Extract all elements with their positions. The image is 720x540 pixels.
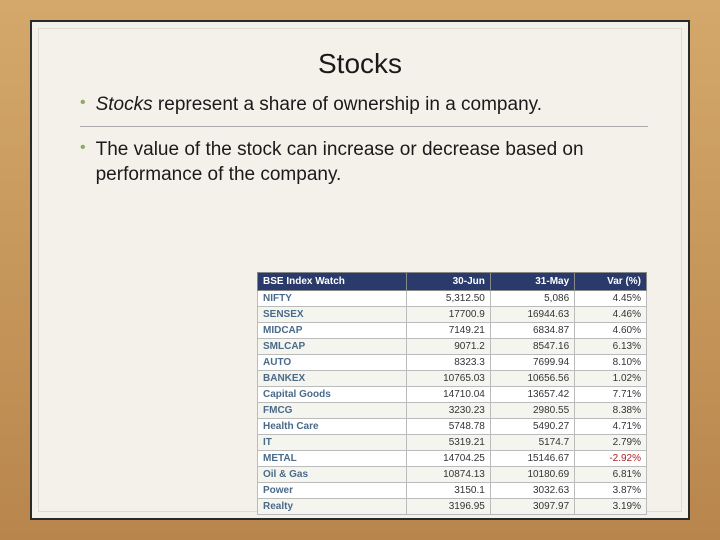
cell-30jun: 3230.23	[406, 403, 490, 419]
bullet-text: Stocks represent a share of ownership in…	[96, 92, 542, 118]
cell-31may: 6834.87	[490, 323, 574, 339]
col-30jun: 30-Jun	[406, 273, 490, 291]
bullet-item: • The value of the stock can increase or…	[80, 137, 648, 188]
col-index: BSE Index Watch	[258, 273, 407, 291]
cell-30jun: 3196.95	[406, 499, 490, 515]
table-row: SENSEX17700.916944.634.46%	[258, 307, 647, 323]
cell-index: METAL	[258, 451, 407, 467]
col-var: Var (%)	[575, 273, 647, 291]
table-row: Capital Goods14710.0413657.427.71%	[258, 387, 647, 403]
cell-var: 6.13%	[575, 339, 647, 355]
bullet-icon: •	[80, 137, 86, 159]
cell-var: 4.45%	[575, 291, 647, 307]
cell-30jun: 14704.25	[406, 451, 490, 467]
cell-31may: 3032.63	[490, 483, 574, 499]
cell-index: MIDCAP	[258, 323, 407, 339]
table-row: Oil & Gas10874.1310180.696.81%	[258, 467, 647, 483]
cell-30jun: 5,312.50	[406, 291, 490, 307]
cell-index: AUTO	[258, 355, 407, 371]
cell-30jun: 10765.03	[406, 371, 490, 387]
table-row: IT5319.215174.72.79%	[258, 435, 647, 451]
cell-31may: 2980.55	[490, 403, 574, 419]
bullet-rest: represent a share of ownership in a comp…	[153, 94, 542, 115]
col-31may: 31-May	[490, 273, 574, 291]
cell-index: IT	[258, 435, 407, 451]
slide: Stocks • Stocks represent a share of own…	[30, 20, 690, 520]
cell-31may: 5490.27	[490, 419, 574, 435]
table-row: Power3150.13032.633.87%	[258, 483, 647, 499]
bullet-list: • Stocks represent a share of ownership …	[62, 92, 658, 188]
cell-31may: 13657.42	[490, 387, 574, 403]
divider	[80, 126, 648, 127]
cell-31may: 15146.67	[490, 451, 574, 467]
cell-var: 1.02%	[575, 371, 647, 387]
cell-var: 3.19%	[575, 499, 647, 515]
cell-31may: 16944.63	[490, 307, 574, 323]
cell-var: -2.92%	[575, 451, 647, 467]
table-row: NIFTY5,312.505,0864.45%	[258, 291, 647, 307]
table-row: MIDCAP7149.216834.874.60%	[258, 323, 647, 339]
cell-31may: 5,086	[490, 291, 574, 307]
cell-var: 8.10%	[575, 355, 647, 371]
cell-index: Power	[258, 483, 407, 499]
cell-30jun: 7149.21	[406, 323, 490, 339]
bullet-italic: Stocks	[96, 94, 153, 115]
slide-title: Stocks	[62, 48, 658, 80]
table-row: SMLCAP9071.28547.166.13%	[258, 339, 647, 355]
bullet-icon: •	[80, 92, 86, 114]
cell-var: 6.81%	[575, 467, 647, 483]
cell-30jun: 5319.21	[406, 435, 490, 451]
table-header-row: BSE Index Watch 30-Jun 31-May Var (%)	[258, 273, 647, 291]
cell-index: FMCG	[258, 403, 407, 419]
cell-index: BANKEX	[258, 371, 407, 387]
table-row: Health Care5748.785490.274.71%	[258, 419, 647, 435]
index-table-wrap: BSE Index Watch 30-Jun 31-May Var (%) NI…	[257, 272, 647, 515]
table-row: AUTO8323.37699.948.10%	[258, 355, 647, 371]
cell-31may: 5174.7	[490, 435, 574, 451]
cell-var: 4.60%	[575, 323, 647, 339]
table-row: Realty3196.953097.973.19%	[258, 499, 647, 515]
cell-index: SENSEX	[258, 307, 407, 323]
bullet-text: The value of the stock can increase or d…	[96, 137, 648, 188]
cell-30jun: 17700.9	[406, 307, 490, 323]
cell-var: 4.46%	[575, 307, 647, 323]
cell-var: 3.87%	[575, 483, 647, 499]
table-row: BANKEX10765.0310656.561.02%	[258, 371, 647, 387]
cell-31may: 10180.69	[490, 467, 574, 483]
cell-index: Realty	[258, 499, 407, 515]
bullet-item: • Stocks represent a share of ownership …	[80, 92, 648, 118]
cell-30jun: 8323.3	[406, 355, 490, 371]
cell-30jun: 5748.78	[406, 419, 490, 435]
cell-31may: 7699.94	[490, 355, 574, 371]
cell-31may: 8547.16	[490, 339, 574, 355]
bullet-rest: The value of the stock can increase or d…	[96, 139, 584, 186]
table-row: METAL14704.2515146.67-2.92%	[258, 451, 647, 467]
cell-index: Capital Goods	[258, 387, 407, 403]
table-body: NIFTY5,312.505,0864.45%SENSEX17700.91694…	[258, 291, 647, 515]
cell-30jun: 3150.1	[406, 483, 490, 499]
cell-30jun: 9071.2	[406, 339, 490, 355]
cell-var: 8.38%	[575, 403, 647, 419]
cell-30jun: 14710.04	[406, 387, 490, 403]
cell-var: 4.71%	[575, 419, 647, 435]
cell-index: SMLCAP	[258, 339, 407, 355]
table-row: FMCG3230.232980.558.38%	[258, 403, 647, 419]
cell-var: 7.71%	[575, 387, 647, 403]
cell-31may: 10656.56	[490, 371, 574, 387]
cell-index: NIFTY	[258, 291, 407, 307]
index-table: BSE Index Watch 30-Jun 31-May Var (%) NI…	[257, 272, 647, 515]
cell-var: 2.79%	[575, 435, 647, 451]
cell-31may: 3097.97	[490, 499, 574, 515]
cell-30jun: 10874.13	[406, 467, 490, 483]
cell-index: Health Care	[258, 419, 407, 435]
cell-index: Oil & Gas	[258, 467, 407, 483]
